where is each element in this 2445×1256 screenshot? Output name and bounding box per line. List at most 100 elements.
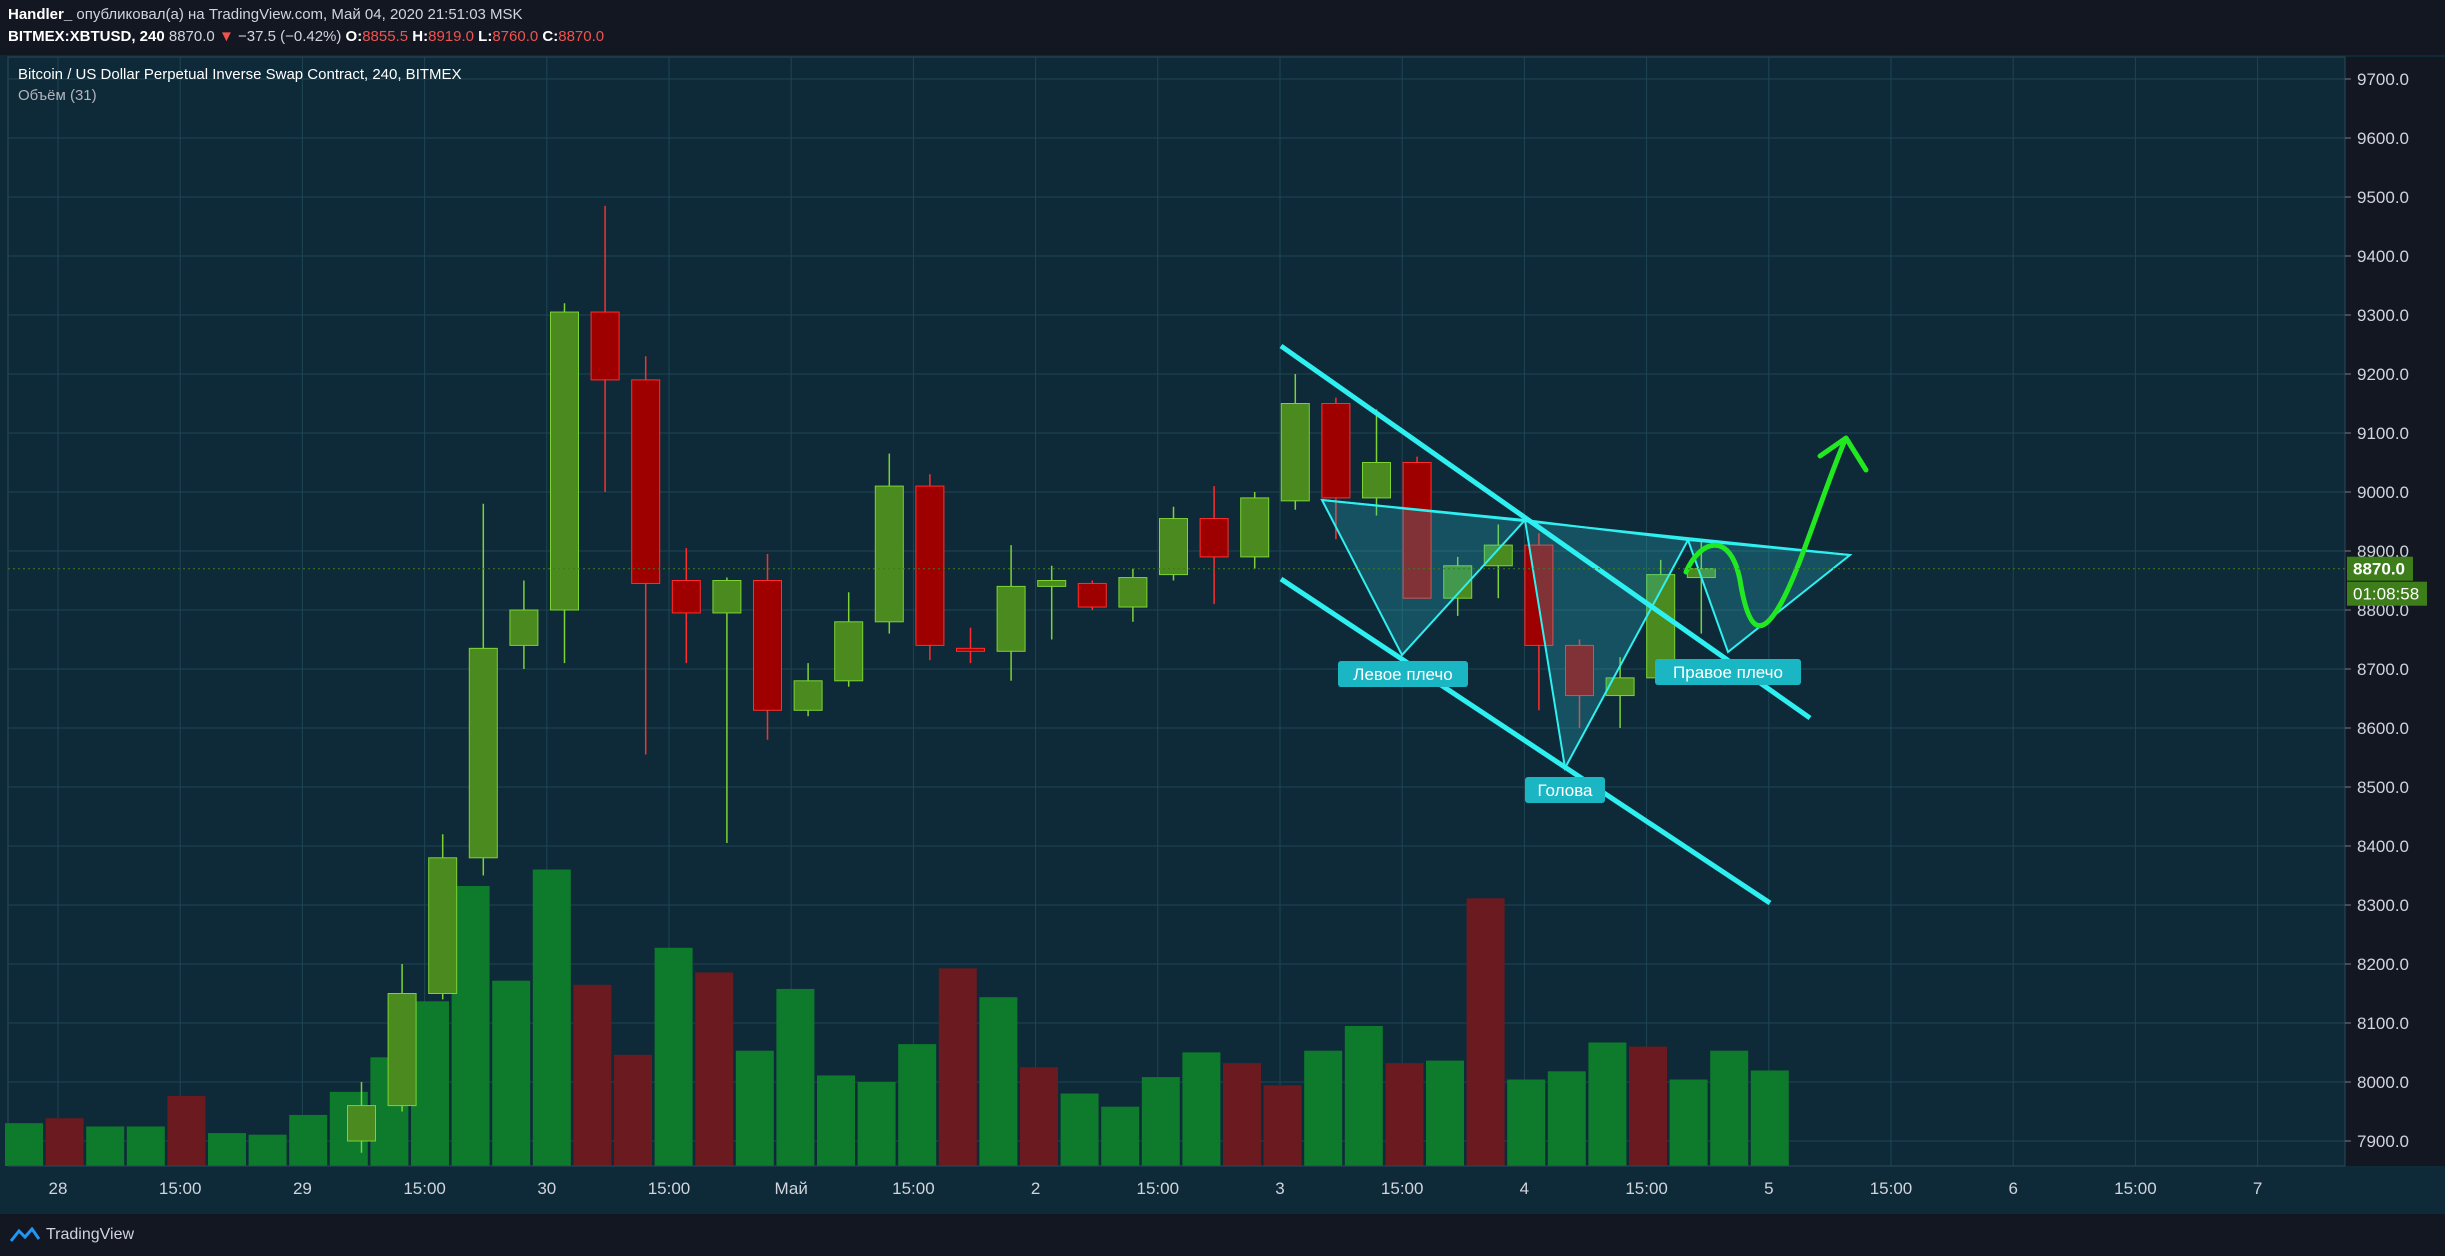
close-label: C: [542, 28, 559, 45]
countdown-tag [2347, 581, 2427, 606]
pattern-label: Правое плечо [1673, 663, 1783, 682]
time-tick-label: 15:00 [1870, 1179, 1913, 1198]
volume-bar [208, 1133, 246, 1166]
candle-body [428, 857, 458, 994]
volume-bar [1507, 1079, 1546, 1166]
time-tick-label: 7 [2253, 1179, 2262, 1198]
price-tick-label: 8200.0 [2357, 955, 2409, 974]
candle-body [996, 585, 1026, 652]
current-price-tag [2347, 556, 2413, 581]
time-tick-label: 4 [1520, 1179, 1529, 1198]
candle-body [793, 680, 823, 711]
price-tick-label: 8500.0 [2357, 778, 2409, 797]
volume-bar [248, 1134, 287, 1166]
time-tick-label: 15:00 [1137, 1179, 1180, 1198]
tradingview-logo-icon [10, 1227, 40, 1242]
author-name[interactable]: Handler_ [8, 6, 73, 23]
time-tick-label: 5 [1764, 1179, 1773, 1198]
volume-bar [1344, 1026, 1383, 1166]
volume-bar [1385, 1063, 1424, 1166]
chart-canvas[interactable]: Левое плечо Голова Правое плечо 9700.0 9600… [0, 55, 2445, 1214]
price-tick-label: 8700.0 [2357, 660, 2409, 679]
price-tick-label: 9000.0 [2357, 483, 2409, 502]
price-tick-label: 8400.0 [2357, 837, 2409, 856]
time-tick-label: 15:00 [1625, 1179, 1668, 1198]
pattern-drawing: Левое плечо Голова Правое плечо [1279, 343, 1869, 906]
upper-trendline [1279, 343, 1812, 721]
pattern-label-box [1655, 659, 1801, 685]
price-axis[interactable]: 9700.0 9600.0 9500.0 9400.0 9300.0 9200.0 9100… [8, 57, 2445, 1166]
candle-body [1605, 677, 1635, 697]
candle-body [631, 379, 661, 584]
price-tick-label: 9500.0 [2357, 188, 2409, 207]
candle-body [956, 647, 985, 652]
time-axis[interactable]: 28 15:00 29 15:00 30 15:00 Май 15:00 2 15:00 3 15:0… [8, 1165, 2345, 1198]
volume-bar [492, 980, 531, 1166]
volume-bar [411, 1001, 449, 1166]
forecast-arrow [1683, 437, 1848, 629]
volume-bar [857, 1082, 896, 1166]
volume-bar [573, 984, 612, 1166]
candle-body [1362, 462, 1391, 499]
volume-bar [1304, 1050, 1343, 1166]
candle-body [874, 485, 904, 623]
time-tick-label: Май [775, 1179, 808, 1198]
volume-bar [654, 947, 693, 1166]
volume-bar [1263, 1085, 1302, 1166]
volume-bar [5, 1123, 43, 1166]
low-value: 8760.0 [492, 28, 539, 45]
pattern-label: Голова [1537, 781, 1593, 800]
lower-trendline [1279, 576, 1772, 906]
candle-body [387, 993, 417, 1107]
volume-bar [126, 1126, 165, 1166]
price-axis-panel [2345, 57, 2445, 1166]
symbol-ohlc-line: BITMEX:XBTUSD, 240 8870.0 ▼ −37.5 (−0.42… [8, 28, 604, 45]
volume-bar [695, 972, 734, 1166]
volume-bar [1588, 1042, 1627, 1166]
time-tick-label: 3 [1275, 1179, 1284, 1198]
volume-bar [1669, 1079, 1708, 1166]
volume-bar [289, 1114, 328, 1166]
price-tick-label: 9400.0 [2357, 247, 2409, 266]
volume-bar [1710, 1050, 1749, 1166]
candle-body [550, 311, 579, 611]
volume-bar [1060, 1093, 1099, 1166]
candle-body [590, 311, 620, 381]
footer-bar: TradingView [0, 1214, 2445, 1256]
time-tick-label: 15:00 [2114, 1179, 2157, 1198]
time-tick-label: 15:00 [648, 1179, 691, 1198]
time-tick-label: 30 [537, 1179, 556, 1198]
open-label: O: [345, 28, 363, 45]
candle-body [1321, 403, 1351, 499]
pattern-label-box [1338, 661, 1468, 687]
time-tick-label: 6 [2008, 1179, 2017, 1198]
volume-bar [817, 1075, 855, 1166]
time-tick-label: 15:00 [159, 1179, 202, 1198]
candle-body [1565, 644, 1594, 697]
candle-body [834, 621, 864, 682]
candle-body [509, 609, 539, 646]
candle-body [347, 1105, 376, 1142]
volume-bar [1223, 1063, 1261, 1166]
change-arrow-icon: ▼ [218, 28, 234, 45]
price-tick-label: 8800.0 [2357, 601, 2409, 620]
time-tick-label: 15:00 [1381, 1179, 1424, 1198]
candle-body [1077, 582, 1107, 608]
volume-bar [735, 1050, 774, 1166]
price-tick-label: 8900.0 [2357, 542, 2409, 561]
candle-body [712, 580, 742, 614]
volume-bar [614, 1054, 652, 1166]
price-tick-label: 8600.0 [2357, 719, 2409, 738]
price-tick-label: 9200.0 [2357, 365, 2409, 384]
plot-background [0, 55, 2445, 1214]
volume-bar [979, 997, 1018, 1166]
price-tick-label: 9700.0 [2357, 70, 2409, 89]
candle-body [1118, 577, 1148, 608]
time-tick-label: 29 [293, 1179, 312, 1198]
volume-bar [898, 1044, 937, 1166]
last-price: 8870.0 [168, 28, 215, 45]
open-value: 8855.5 [362, 28, 409, 45]
tradingview-brand[interactable]: TradingView [10, 1226, 134, 1244]
price-tick-label: 7900.0 [2357, 1132, 2409, 1151]
candle-body [1483, 544, 1513, 567]
